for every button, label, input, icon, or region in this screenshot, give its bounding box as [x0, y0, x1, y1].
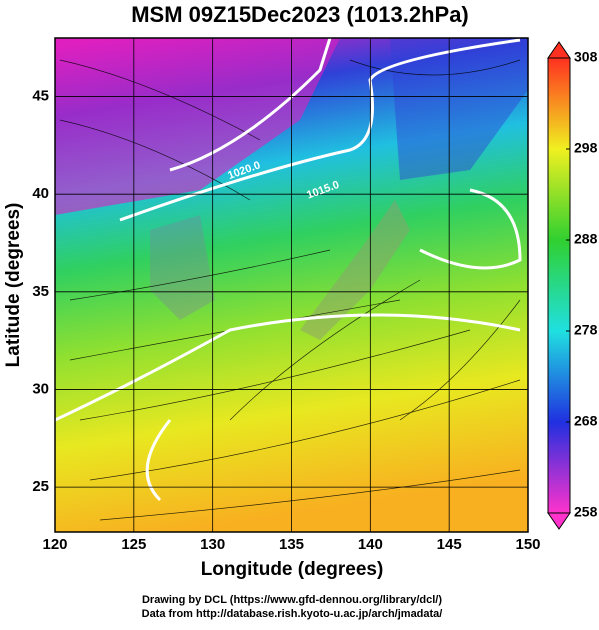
y-tick-label: 35 [32, 283, 49, 300]
x-tick-label: 120 [42, 536, 67, 553]
x-tick-label: 145 [437, 536, 462, 553]
axes [54, 37, 529, 533]
colorbar-tick-label: 268 [574, 413, 598, 429]
colorbar-tick-label: 298 [574, 140, 598, 156]
y-axis-label: Latitude (degrees) [3, 203, 24, 368]
x-tick-label: 125 [121, 536, 146, 553]
y-tick-label: 45 [32, 88, 49, 105]
y-tick-label: 40 [32, 185, 49, 202]
y-tick-label: 30 [32, 380, 49, 397]
credit: Data from http://database.rish.kyoto-u.a… [142, 608, 443, 620]
colorbar-tick-label: 288 [574, 231, 598, 247]
y-tick-label: 25 [32, 478, 49, 495]
title: MSM 09Z15Dec2023 (1013.2hPa) [131, 2, 469, 27]
colorbar [547, 57, 571, 514]
colorbar-tick-label: 258 [574, 504, 598, 520]
colorbar-tick-label: 308 [574, 49, 598, 65]
x-tick-label: 135 [279, 536, 304, 553]
colorbar-extend-bottom [547, 512, 571, 530]
x-axis-label: Longitude (degrees) [201, 559, 384, 580]
x-tick-label: 150 [515, 536, 540, 553]
credit: Drawing by DCL (https://www.gfd-dennou.o… [142, 594, 442, 606]
x-tick-label: 130 [200, 536, 225, 553]
colorbar-extend-top [547, 41, 571, 59]
x-tick-label: 140 [358, 536, 383, 553]
colorbar-tick-label: 278 [574, 322, 598, 338]
